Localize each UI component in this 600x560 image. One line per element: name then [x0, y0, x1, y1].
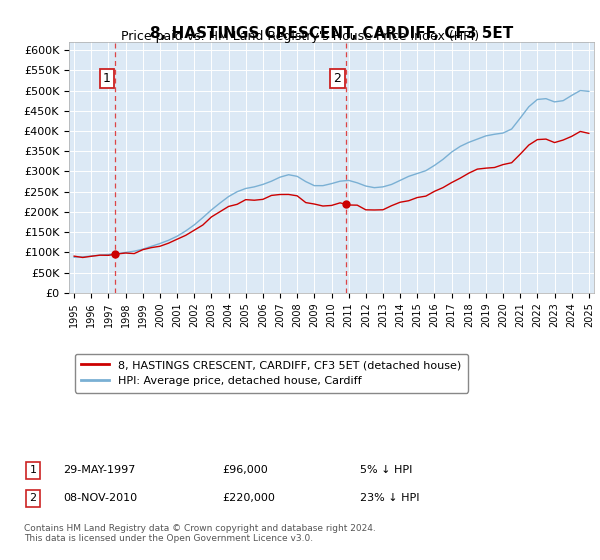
Title: 8, HASTINGS CRESCENT, CARDIFF, CF3 5ET: 8, HASTINGS CRESCENT, CARDIFF, CF3 5ET	[150, 26, 513, 41]
Text: 1: 1	[103, 72, 111, 85]
Text: 2: 2	[29, 493, 37, 503]
Legend: 8, HASTINGS CRESCENT, CARDIFF, CF3 5ET (detached house), HPI: Average price, det: 8, HASTINGS CRESCENT, CARDIFF, CF3 5ET (…	[74, 353, 468, 393]
Text: 1: 1	[29, 465, 37, 475]
Text: 2: 2	[334, 72, 341, 85]
Text: 23% ↓ HPI: 23% ↓ HPI	[360, 493, 419, 503]
Text: Contains HM Land Registry data © Crown copyright and database right 2024.
This d: Contains HM Land Registry data © Crown c…	[24, 524, 376, 543]
Text: 29-MAY-1997: 29-MAY-1997	[63, 465, 136, 475]
Text: 08-NOV-2010: 08-NOV-2010	[63, 493, 137, 503]
Text: Price paid vs. HM Land Registry's House Price Index (HPI): Price paid vs. HM Land Registry's House …	[121, 30, 479, 43]
Text: £220,000: £220,000	[222, 493, 275, 503]
Text: 5% ↓ HPI: 5% ↓ HPI	[360, 465, 412, 475]
Text: £96,000: £96,000	[222, 465, 268, 475]
